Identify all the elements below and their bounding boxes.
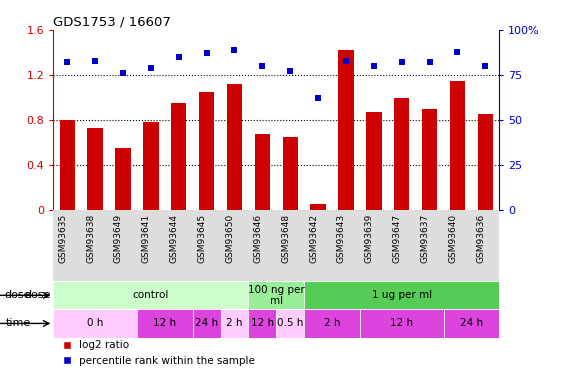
Text: control: control xyxy=(132,290,169,300)
Text: GSM93638: GSM93638 xyxy=(86,214,95,263)
Bar xyxy=(310,204,326,210)
Point xyxy=(174,54,183,60)
Text: GSM93635: GSM93635 xyxy=(58,214,67,263)
Bar xyxy=(116,148,131,210)
Text: GSM93643: GSM93643 xyxy=(337,214,346,262)
Text: 12 h: 12 h xyxy=(153,318,176,328)
Bar xyxy=(360,309,444,338)
Text: 100 ng per
ml: 100 ng per ml xyxy=(248,285,305,306)
Bar xyxy=(220,309,249,338)
Bar xyxy=(444,309,499,338)
Bar xyxy=(137,309,192,338)
Bar xyxy=(422,109,437,210)
Text: GSM93645: GSM93645 xyxy=(197,214,206,262)
Text: dose: dose xyxy=(4,290,31,300)
Point xyxy=(369,63,378,69)
Text: GSM93650: GSM93650 xyxy=(226,214,234,263)
Point xyxy=(146,65,155,71)
Text: 12 h: 12 h xyxy=(390,318,413,328)
Point xyxy=(63,59,72,65)
Bar xyxy=(304,309,360,338)
Point xyxy=(453,49,462,55)
Legend: log2 ratio, percentile rank within the sample: log2 ratio, percentile rank within the s… xyxy=(58,336,259,370)
Point xyxy=(397,59,406,65)
Text: GSM93640: GSM93640 xyxy=(448,214,457,262)
Text: 2 h: 2 h xyxy=(324,318,341,328)
Point xyxy=(342,58,351,64)
Text: 0.5 h: 0.5 h xyxy=(277,318,304,328)
Text: GSM93642: GSM93642 xyxy=(309,214,318,262)
Bar xyxy=(394,98,410,210)
Text: 24 h: 24 h xyxy=(460,318,483,328)
Point xyxy=(258,63,267,69)
Bar xyxy=(59,120,75,210)
Point xyxy=(286,68,295,74)
Bar xyxy=(88,128,103,210)
Text: 0 h: 0 h xyxy=(87,318,103,328)
Text: 2 h: 2 h xyxy=(226,318,243,328)
Bar xyxy=(249,309,276,338)
Bar xyxy=(338,50,353,210)
Text: GSM93639: GSM93639 xyxy=(365,214,374,263)
Point xyxy=(230,47,239,53)
Bar xyxy=(304,281,499,309)
Bar xyxy=(366,112,381,210)
Text: 1 ug per ml: 1 ug per ml xyxy=(372,290,432,300)
Bar xyxy=(171,103,186,210)
Text: GSM93641: GSM93641 xyxy=(142,214,151,262)
Point xyxy=(118,70,127,76)
Bar xyxy=(53,309,137,338)
Text: GSM93648: GSM93648 xyxy=(281,214,290,262)
Bar xyxy=(450,81,465,210)
Text: GSM93649: GSM93649 xyxy=(114,214,123,262)
Point xyxy=(202,50,211,56)
Point xyxy=(91,58,100,64)
Text: GSM93647: GSM93647 xyxy=(393,214,402,262)
Text: GSM93646: GSM93646 xyxy=(254,214,263,262)
Text: GSM93636: GSM93636 xyxy=(476,214,485,263)
Bar xyxy=(143,122,159,210)
FancyBboxPatch shape xyxy=(53,210,499,281)
Text: GSM93637: GSM93637 xyxy=(421,214,430,263)
Text: GDS1753 / 16607: GDS1753 / 16607 xyxy=(53,16,171,29)
Text: GSM93644: GSM93644 xyxy=(170,214,179,262)
Text: 12 h: 12 h xyxy=(251,318,274,328)
Point xyxy=(481,63,490,69)
Bar xyxy=(227,84,242,210)
Bar xyxy=(249,281,304,309)
Text: dose: dose xyxy=(24,290,50,300)
Point xyxy=(314,95,323,101)
Bar xyxy=(276,309,304,338)
Bar xyxy=(255,134,270,210)
Bar xyxy=(53,281,249,309)
Text: 24 h: 24 h xyxy=(195,318,218,328)
Point xyxy=(425,59,434,65)
Bar xyxy=(477,114,493,210)
Text: time: time xyxy=(6,318,31,328)
Bar xyxy=(283,137,298,210)
Bar xyxy=(199,92,214,210)
Bar xyxy=(192,309,220,338)
